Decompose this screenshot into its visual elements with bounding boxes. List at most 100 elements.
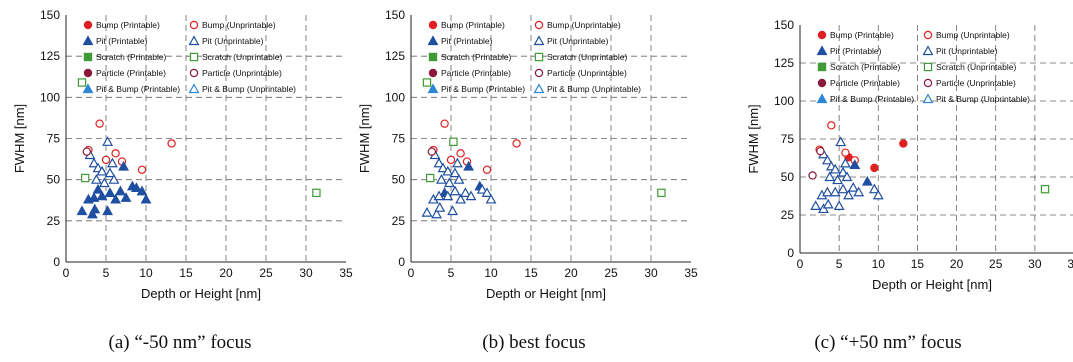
legend-label: Bump (Unprintable) — [547, 20, 621, 30]
data-point — [80, 173, 90, 183]
legend-label: Pit & Bump (Printable) — [830, 94, 914, 104]
data-point — [88, 157, 100, 168]
data-point — [447, 205, 459, 216]
y-axis-title: FWHM [nm] — [746, 104, 761, 173]
legend-marker — [816, 93, 828, 104]
data-point — [98, 177, 110, 188]
data-point — [82, 147, 92, 156]
y-axis-title: FWHM [nm] — [12, 104, 27, 173]
legend-marker — [189, 68, 199, 78]
data-point — [422, 78, 432, 87]
legend-label: Particle (Unprintable) — [202, 68, 282, 78]
data-point — [118, 160, 130, 171]
legend-label: Scratch (Printable) — [441, 52, 512, 62]
data-point — [853, 186, 865, 197]
legend-marker — [82, 83, 94, 94]
data-point — [433, 190, 445, 201]
data-point — [101, 155, 111, 165]
grid-lines — [411, 15, 691, 262]
data-point — [440, 119, 449, 128]
data-point — [446, 155, 456, 165]
x-tick-label: 10 — [139, 266, 153, 280]
legend: Bump (Printable) Bump (Unprintable) Pit (P… — [427, 20, 641, 94]
data-point — [1040, 184, 1050, 194]
legend-label: Pit (Printable) — [96, 36, 148, 46]
y-tick-label: 0 — [53, 255, 60, 269]
scatter-chart-b: 0 5 10 15 20 25 30 35 0 25 50 75 100 125 150 Depth or H… — [357, 8, 698, 301]
data-point — [435, 174, 447, 184]
x-tick-label: 25 — [989, 257, 1003, 271]
caption-a: (a) “-50 nm” focus — [108, 332, 252, 353]
data-point — [92, 183, 104, 194]
data-point — [870, 163, 879, 173]
data-point — [106, 157, 118, 168]
data-point — [821, 154, 833, 165]
data-point — [451, 157, 463, 168]
data-point — [442, 165, 454, 176]
x-tick-label: 20 — [564, 266, 578, 280]
data-point — [837, 166, 849, 177]
data-point — [841, 171, 853, 182]
data-point — [104, 167, 116, 178]
legend-marker — [83, 20, 93, 30]
chart-panel-b: 0 5 10 15 20 25 30 35 0 25 50 75 100 125 150 Depth or H… — [355, 0, 710, 310]
data-point — [120, 192, 132, 202]
legend-marker — [923, 62, 933, 72]
data-points — [421, 78, 666, 219]
data-point — [465, 190, 477, 201]
data-point — [136, 185, 148, 196]
legend-marker — [533, 35, 545, 46]
y-tick-label: 150 — [40, 8, 60, 22]
data-point — [77, 78, 87, 87]
legend-label: Particle (Printable) — [830, 78, 900, 88]
data-point — [167, 139, 176, 148]
legend-marker — [922, 45, 934, 56]
data-point — [839, 157, 851, 168]
legend-label: Bump (Printable) — [441, 20, 505, 30]
data-point — [437, 162, 449, 173]
legend-label: Particle (Unprintable) — [547, 68, 627, 78]
data-point — [821, 186, 833, 197]
data-point — [827, 121, 836, 130]
legend-label: Pit (Unprintable) — [202, 36, 264, 46]
data-point — [137, 165, 147, 174]
legend-label: Pit (Printable) — [830, 46, 882, 56]
y-tick-label: 50 — [47, 173, 61, 187]
legend-marker — [534, 20, 544, 30]
legend-label: Particle (Unprintable) — [936, 78, 1016, 88]
legend-marker — [428, 68, 438, 78]
caption-b: (b) best focus — [482, 332, 586, 353]
x-tick-label: 15 — [911, 257, 925, 271]
data-point — [88, 192, 100, 202]
y-tick-label: 150 — [385, 8, 405, 22]
caption-c: (c) “+50 nm” focus — [814, 332, 962, 353]
y-tick-label: 25 — [781, 208, 795, 222]
data-point — [455, 193, 467, 204]
legend-marker — [817, 78, 827, 88]
data-point — [449, 185, 461, 196]
data-point — [810, 200, 822, 210]
legend-marker — [534, 68, 544, 78]
legend-label: Bump (Unprintable) — [936, 30, 1010, 40]
scatter-chart-c: 0 5 10 15 20 25 30 35 0 25 50 75 100 125 150 Depth or H… — [746, 18, 1073, 292]
legend-label: Particle (Printable) — [96, 68, 166, 78]
y-tick-label: 25 — [47, 214, 61, 228]
x-tick-label: 0 — [63, 266, 70, 280]
x-tick-label: 20 — [950, 257, 964, 271]
data-point — [76, 205, 88, 216]
y-tick-label: 150 — [774, 18, 794, 32]
data-point — [108, 174, 120, 184]
data-point — [849, 159, 861, 169]
x-tick-label: 5 — [448, 266, 455, 280]
data-point — [872, 189, 884, 200]
legend-marker — [189, 52, 199, 62]
data-point — [433, 157, 445, 168]
data-point — [816, 146, 825, 156]
y-tick-label: 100 — [774, 94, 794, 108]
legend-label: Pit & Bump (Unprintable) — [936, 94, 1030, 104]
legend-label: Pit (Unprintable) — [547, 36, 609, 46]
data-point — [463, 160, 475, 171]
data-point — [449, 167, 461, 178]
x-tick-label: 5 — [836, 257, 843, 271]
legend-marker — [534, 52, 544, 62]
